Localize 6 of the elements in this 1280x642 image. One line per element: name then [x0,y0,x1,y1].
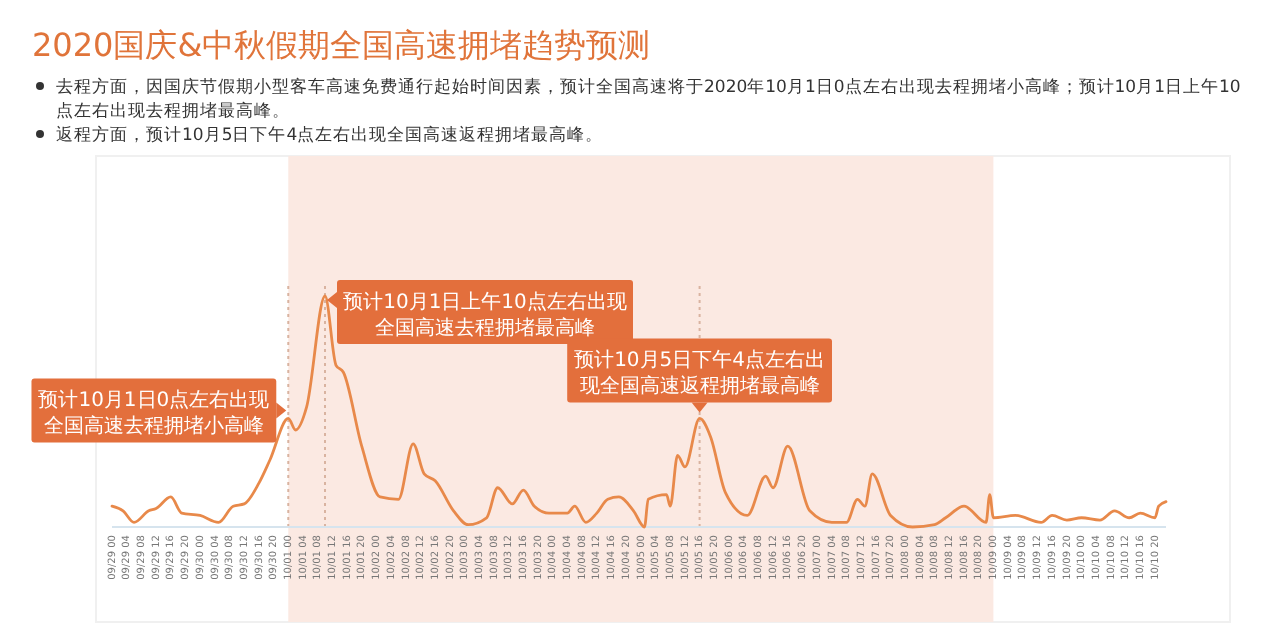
chart-title: 2020国庆&中秋假期全国高速拥堵趋势预测 [32,26,651,64]
text: 去程方面，因国庆节假期小型客车高速免费通行起始时间因素，预计全国高速将于2020年10月1日0点左右出现去程拥堵小高峰；预计10月1日上午10点左右出现去程拥堵最高峰。 [56,76,1241,122]
text: 返程方面，预计10月5日下午4点左右出现全国高速返程拥堵最高峰。 [56,124,604,146]
annotation: 预计10月1日上午10点左右出现全国高速去程拥堵最高峰 [343,290,627,340]
annotation: 预计10月5日下午4点左右出现全国高速返程拥堵最高峰 [574,348,826,399]
annotation: 预计10月1日0点左右出现全国高速去程拥堵小高峰 [38,388,270,439]
